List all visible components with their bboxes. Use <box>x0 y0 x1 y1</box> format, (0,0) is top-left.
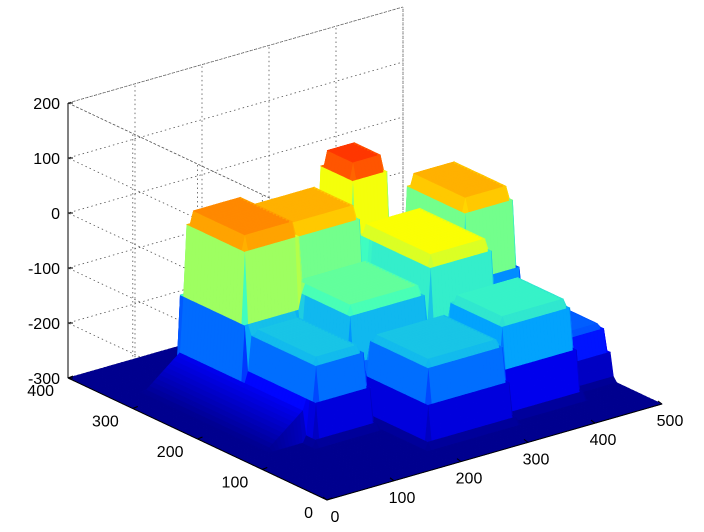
surface <box>67 142 663 501</box>
grid-line-z <box>66 6 404 226</box>
grid-line-y <box>132 133 468 410</box>
